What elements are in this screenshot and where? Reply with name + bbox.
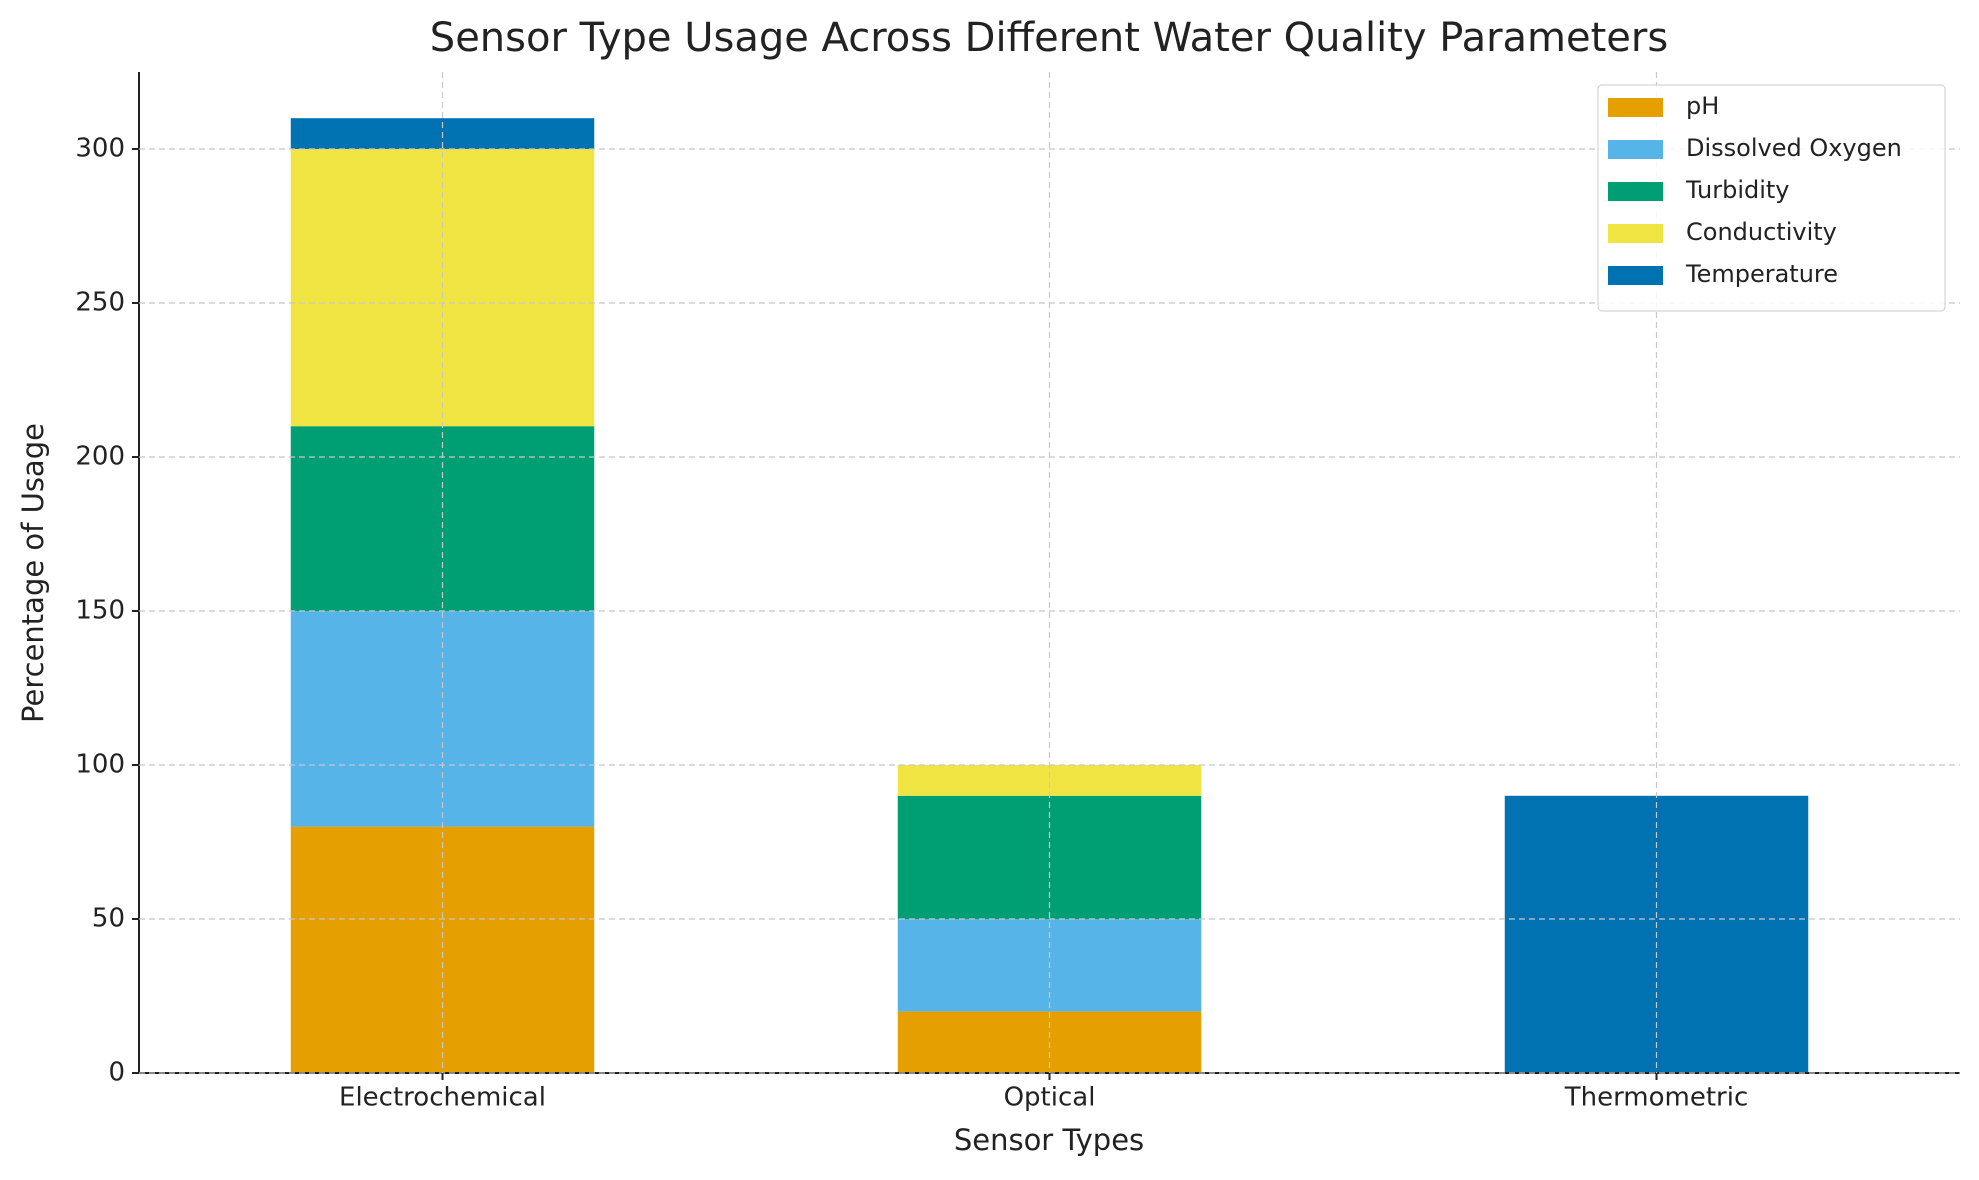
legend: pH Dissolved Oxygen Turbidity Conductivity T…	[1597, 84, 1946, 312]
y-tick-label: 250	[75, 288, 125, 318]
legend-swatch	[1608, 182, 1663, 201]
y-axis-label: Percentage of Usage	[16, 423, 50, 723]
grid	[139, 72, 1960, 1074]
legend-label: pH	[1686, 92, 1719, 120]
legend-swatch	[1608, 266, 1663, 285]
y-tick-label: 300	[75, 134, 125, 164]
legend-swatch	[1608, 98, 1663, 117]
y-tick-label: 100	[75, 750, 125, 780]
legend-box	[1597, 84, 1946, 312]
x-tick-label: Electrochemical	[339, 1083, 546, 1113]
legend-label: Conductivity	[1686, 218, 1837, 246]
legend-label: Temperature	[1685, 260, 1838, 288]
legend-label: Dissolved Oxygen	[1686, 134, 1902, 162]
x-axis-label: Sensor Types	[954, 1123, 1144, 1157]
bar-segment	[897, 765, 1202, 796]
y-tick-label: 50	[92, 904, 125, 934]
y-tick-label: 150	[75, 596, 125, 626]
y-tick-label: 200	[75, 442, 125, 472]
legend-swatch	[1608, 140, 1663, 159]
legend-label: Turbidity	[1685, 176, 1790, 204]
x-tick-label: Optical	[1004, 1083, 1096, 1113]
legend-swatch	[1608, 224, 1663, 243]
y-tick-label: 0	[108, 1058, 125, 1088]
chart-title: Sensor Type Usage Across Different Water…	[430, 15, 1668, 61]
x-tick-label: Thermometric	[1564, 1083, 1749, 1113]
